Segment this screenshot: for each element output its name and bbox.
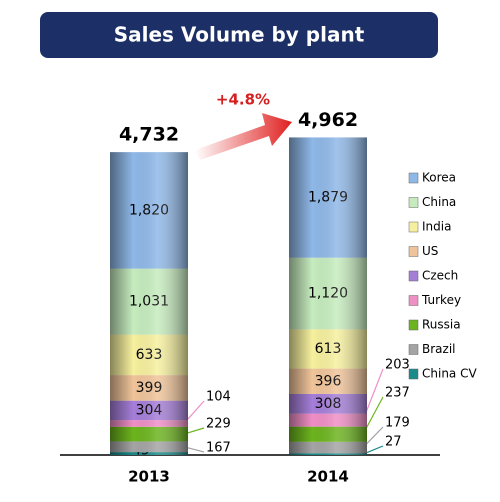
annotation: +4.8% bbox=[216, 91, 270, 109]
legend-swatch bbox=[408, 295, 419, 306]
value-label: 179 bbox=[385, 416, 410, 431]
legend-label: Brazil bbox=[422, 342, 456, 356]
title-box bbox=[40, 12, 438, 58]
total-label: 4,732 bbox=[119, 124, 179, 146]
legend-swatch bbox=[408, 197, 419, 208]
legend-swatch bbox=[408, 221, 419, 233]
legend-swatch bbox=[408, 368, 419, 380]
x-tick-label: 2014 bbox=[307, 468, 349, 486]
bar-shade bbox=[110, 152, 188, 456]
value-label: 27 bbox=[385, 435, 402, 450]
bar-shade bbox=[289, 137, 367, 455]
total-label: 4,962 bbox=[298, 109, 358, 131]
x-tick-label: 2013 bbox=[128, 468, 170, 486]
value-label: 229 bbox=[206, 417, 231, 432]
legend-label: China bbox=[422, 195, 456, 209]
legend-label: Czech bbox=[422, 269, 458, 283]
legend-swatch bbox=[408, 172, 419, 184]
legend-swatch bbox=[408, 344, 419, 355]
value-label: 203 bbox=[385, 358, 410, 373]
legend-label: US bbox=[422, 244, 438, 258]
growth-arrow bbox=[195, 113, 292, 160]
legend-label: China CV bbox=[422, 367, 477, 381]
value-label: 104 bbox=[206, 390, 231, 405]
value-label: 167 bbox=[206, 441, 231, 456]
chart-title: Sales Volume by plant bbox=[114, 23, 365, 47]
legend-label: Turkey bbox=[421, 293, 461, 307]
legend-swatch bbox=[408, 319, 419, 331]
legend-label: Russia bbox=[422, 318, 461, 332]
value-label: 237 bbox=[385, 386, 410, 401]
legend-label: Korea bbox=[422, 171, 456, 185]
legend-swatch bbox=[408, 270, 419, 282]
legend-label: India bbox=[422, 220, 451, 234]
legend-swatch bbox=[408, 246, 419, 257]
